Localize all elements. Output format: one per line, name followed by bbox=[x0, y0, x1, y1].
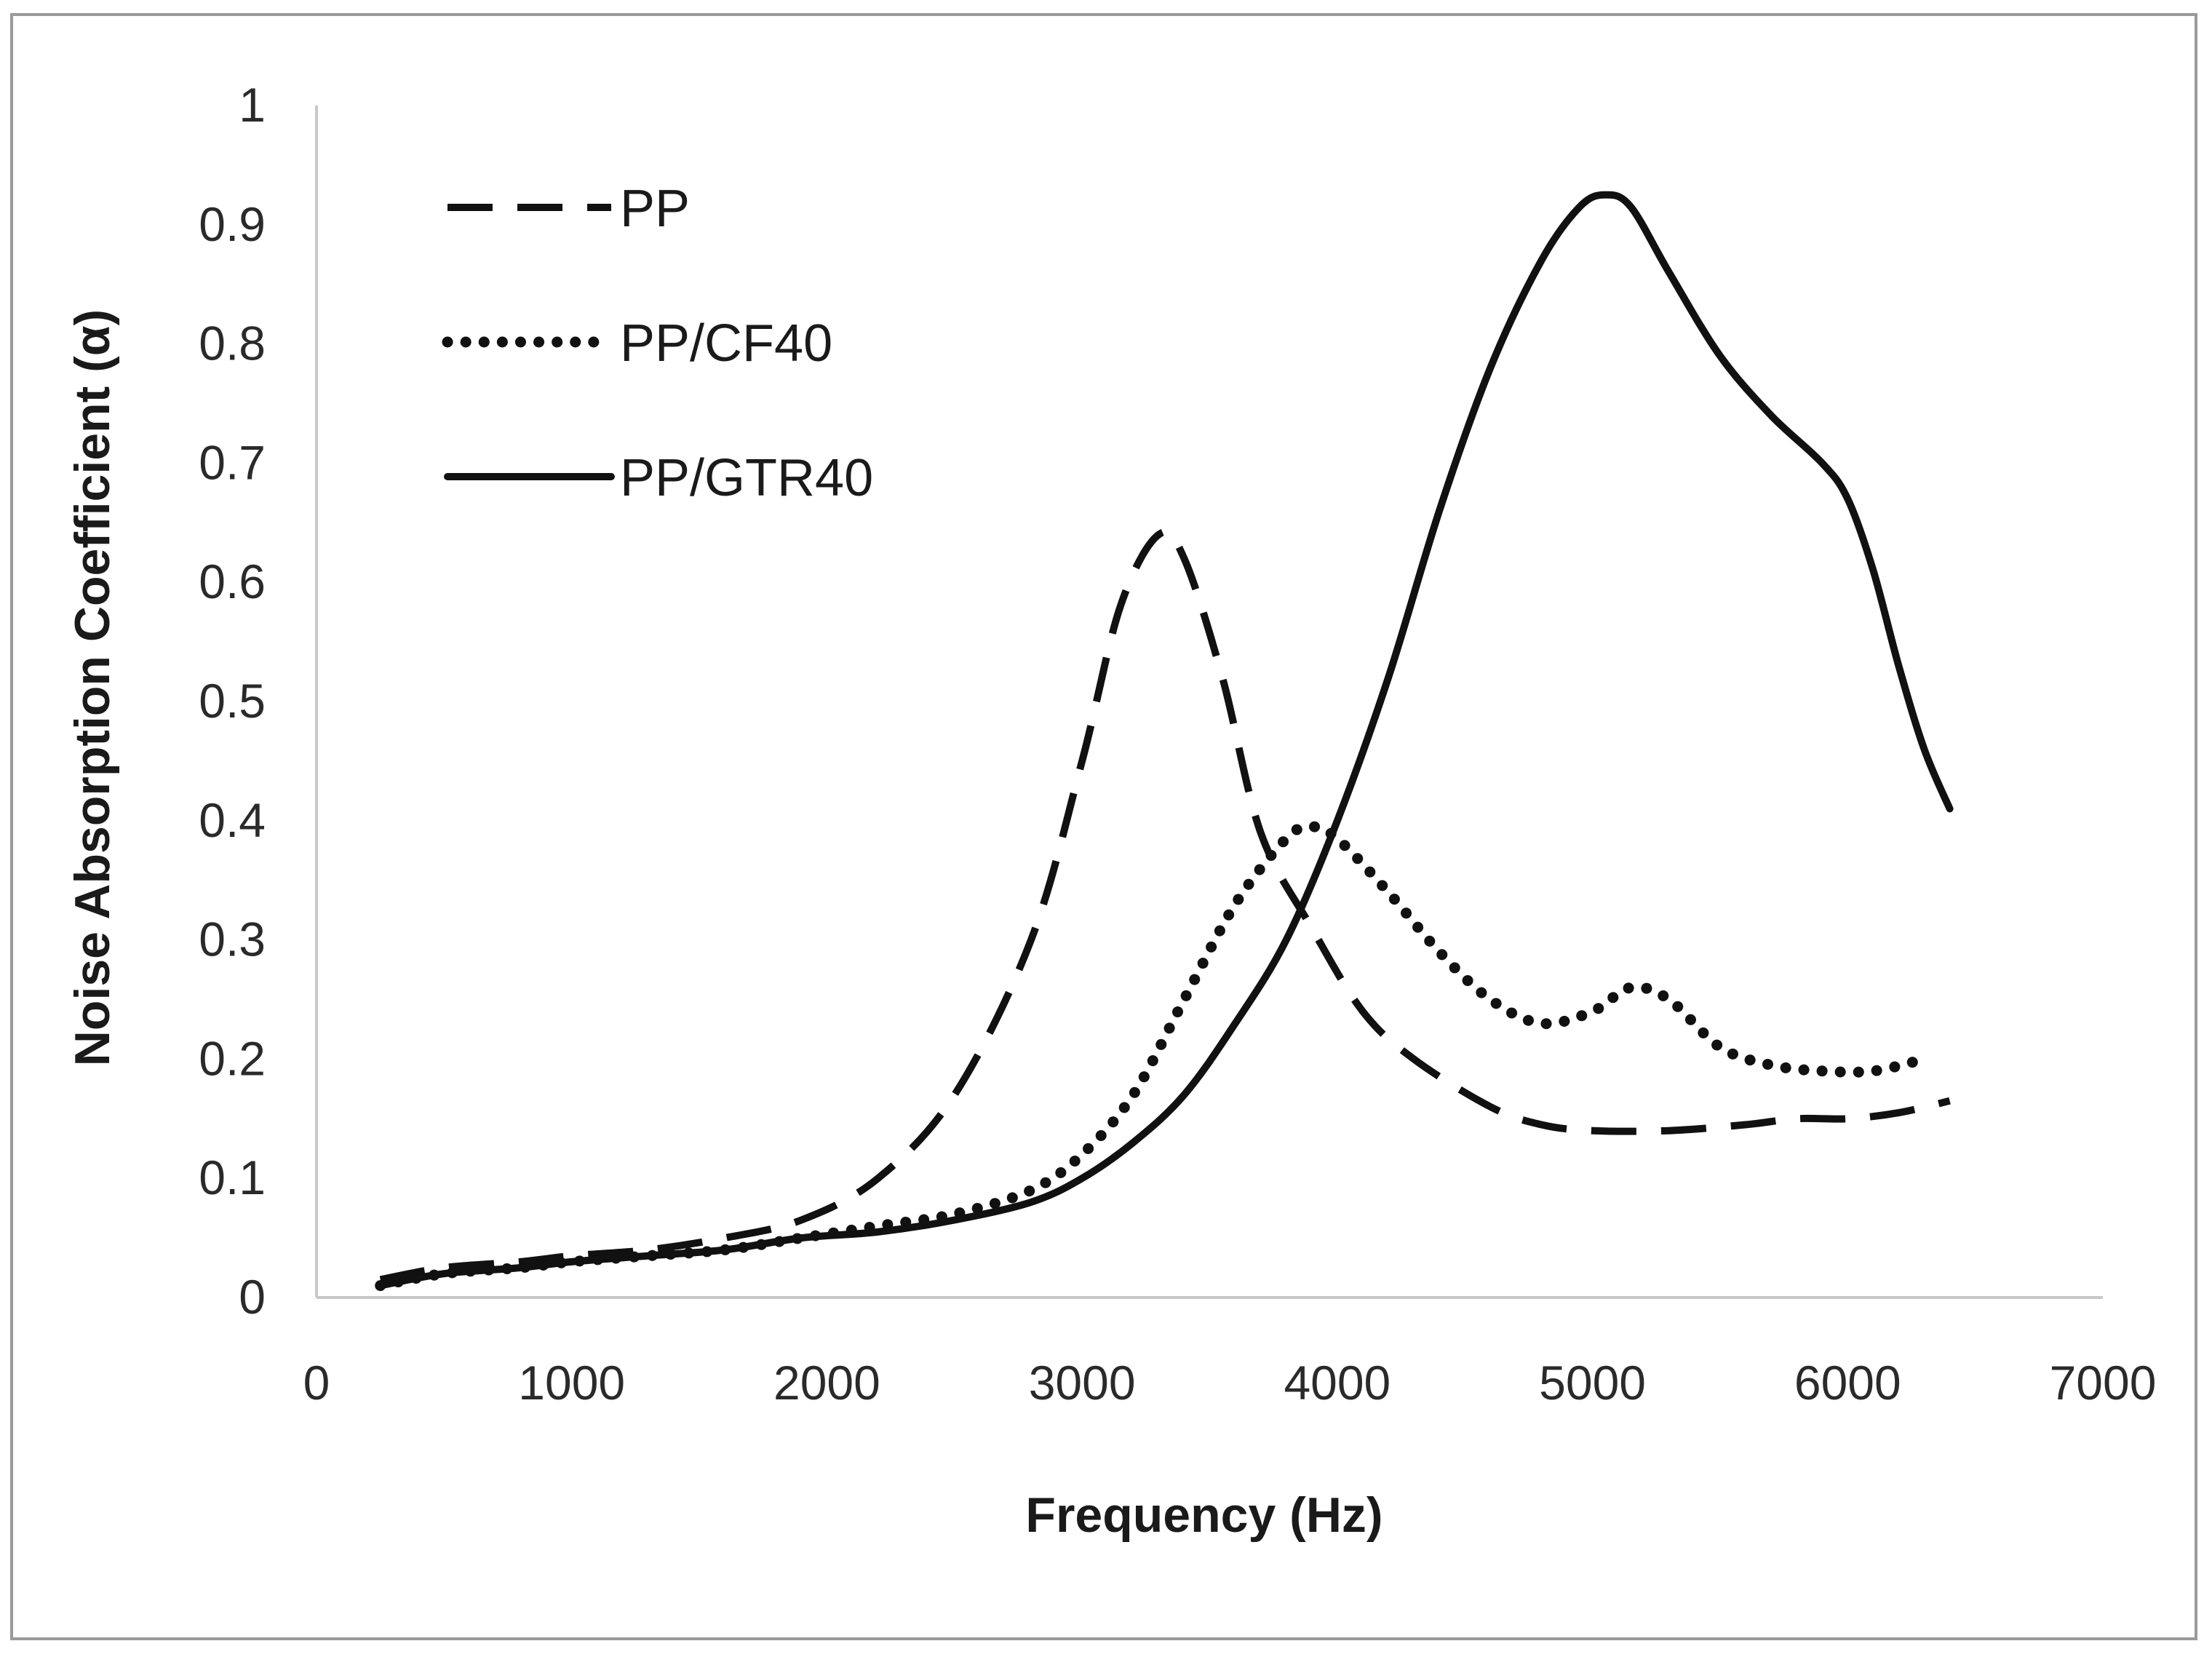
legend-label-pp: PP bbox=[620, 180, 690, 238]
y-tick-label: 0.4 bbox=[199, 793, 266, 847]
chart-frame bbox=[10, 13, 2197, 1640]
y-tick-labels: 0 0.1 0.2 0.3 0.4 0.5 0.6 0.7 0.8 0.9 1 bbox=[199, 78, 266, 1324]
x-tick-label: 2000 bbox=[773, 1356, 880, 1410]
y-tick-label: 1 bbox=[239, 78, 266, 132]
legend-label-pp-cf40: PP/CF40 bbox=[620, 314, 832, 373]
y-tick-label: 0 bbox=[239, 1270, 266, 1324]
x-tick-label: 3000 bbox=[1029, 1356, 1136, 1410]
legend-label-pp-gtr40: PP/GTR40 bbox=[620, 449, 873, 507]
y-tick-label: 0.3 bbox=[199, 913, 266, 966]
y-tick-label: 0.1 bbox=[199, 1151, 266, 1204]
x-tick-label: 4000 bbox=[1284, 1356, 1391, 1410]
y-tick-label: 0.9 bbox=[199, 197, 266, 251]
y-tick-label: 0.8 bbox=[199, 317, 266, 370]
x-tick-label: 5000 bbox=[1539, 1356, 1646, 1410]
x-tick-labels: 0 1000 2000 3000 4000 5000 6000 7000 bbox=[303, 1356, 2157, 1410]
x-tick-label: 1000 bbox=[518, 1356, 625, 1410]
x-tick-label: 6000 bbox=[1794, 1356, 1901, 1410]
x-tick-label: 7000 bbox=[2050, 1356, 2157, 1410]
y-tick-label: 0.6 bbox=[199, 555, 266, 608]
y-tick-label: 0.7 bbox=[199, 435, 266, 489]
y-tick-label: 0.2 bbox=[199, 1031, 266, 1085]
y-axis-title: Noise Absorption Coefficient (α) bbox=[65, 309, 120, 1066]
legend: PP PP/CF40 PP/GTR40 bbox=[442, 180, 873, 507]
series-line-pp-gtr40 bbox=[376, 191, 1954, 1290]
series-lines bbox=[375, 191, 1954, 1292]
y-tick-label: 0.5 bbox=[199, 674, 266, 728]
axes bbox=[315, 106, 2103, 1299]
x-tick-label: 0 bbox=[303, 1356, 330, 1410]
x-axis-title: Frequency (Hz) bbox=[1025, 1487, 1382, 1543]
series-line-pp bbox=[379, 528, 1951, 1284]
series-line-pp-cf40 bbox=[375, 821, 1930, 1292]
